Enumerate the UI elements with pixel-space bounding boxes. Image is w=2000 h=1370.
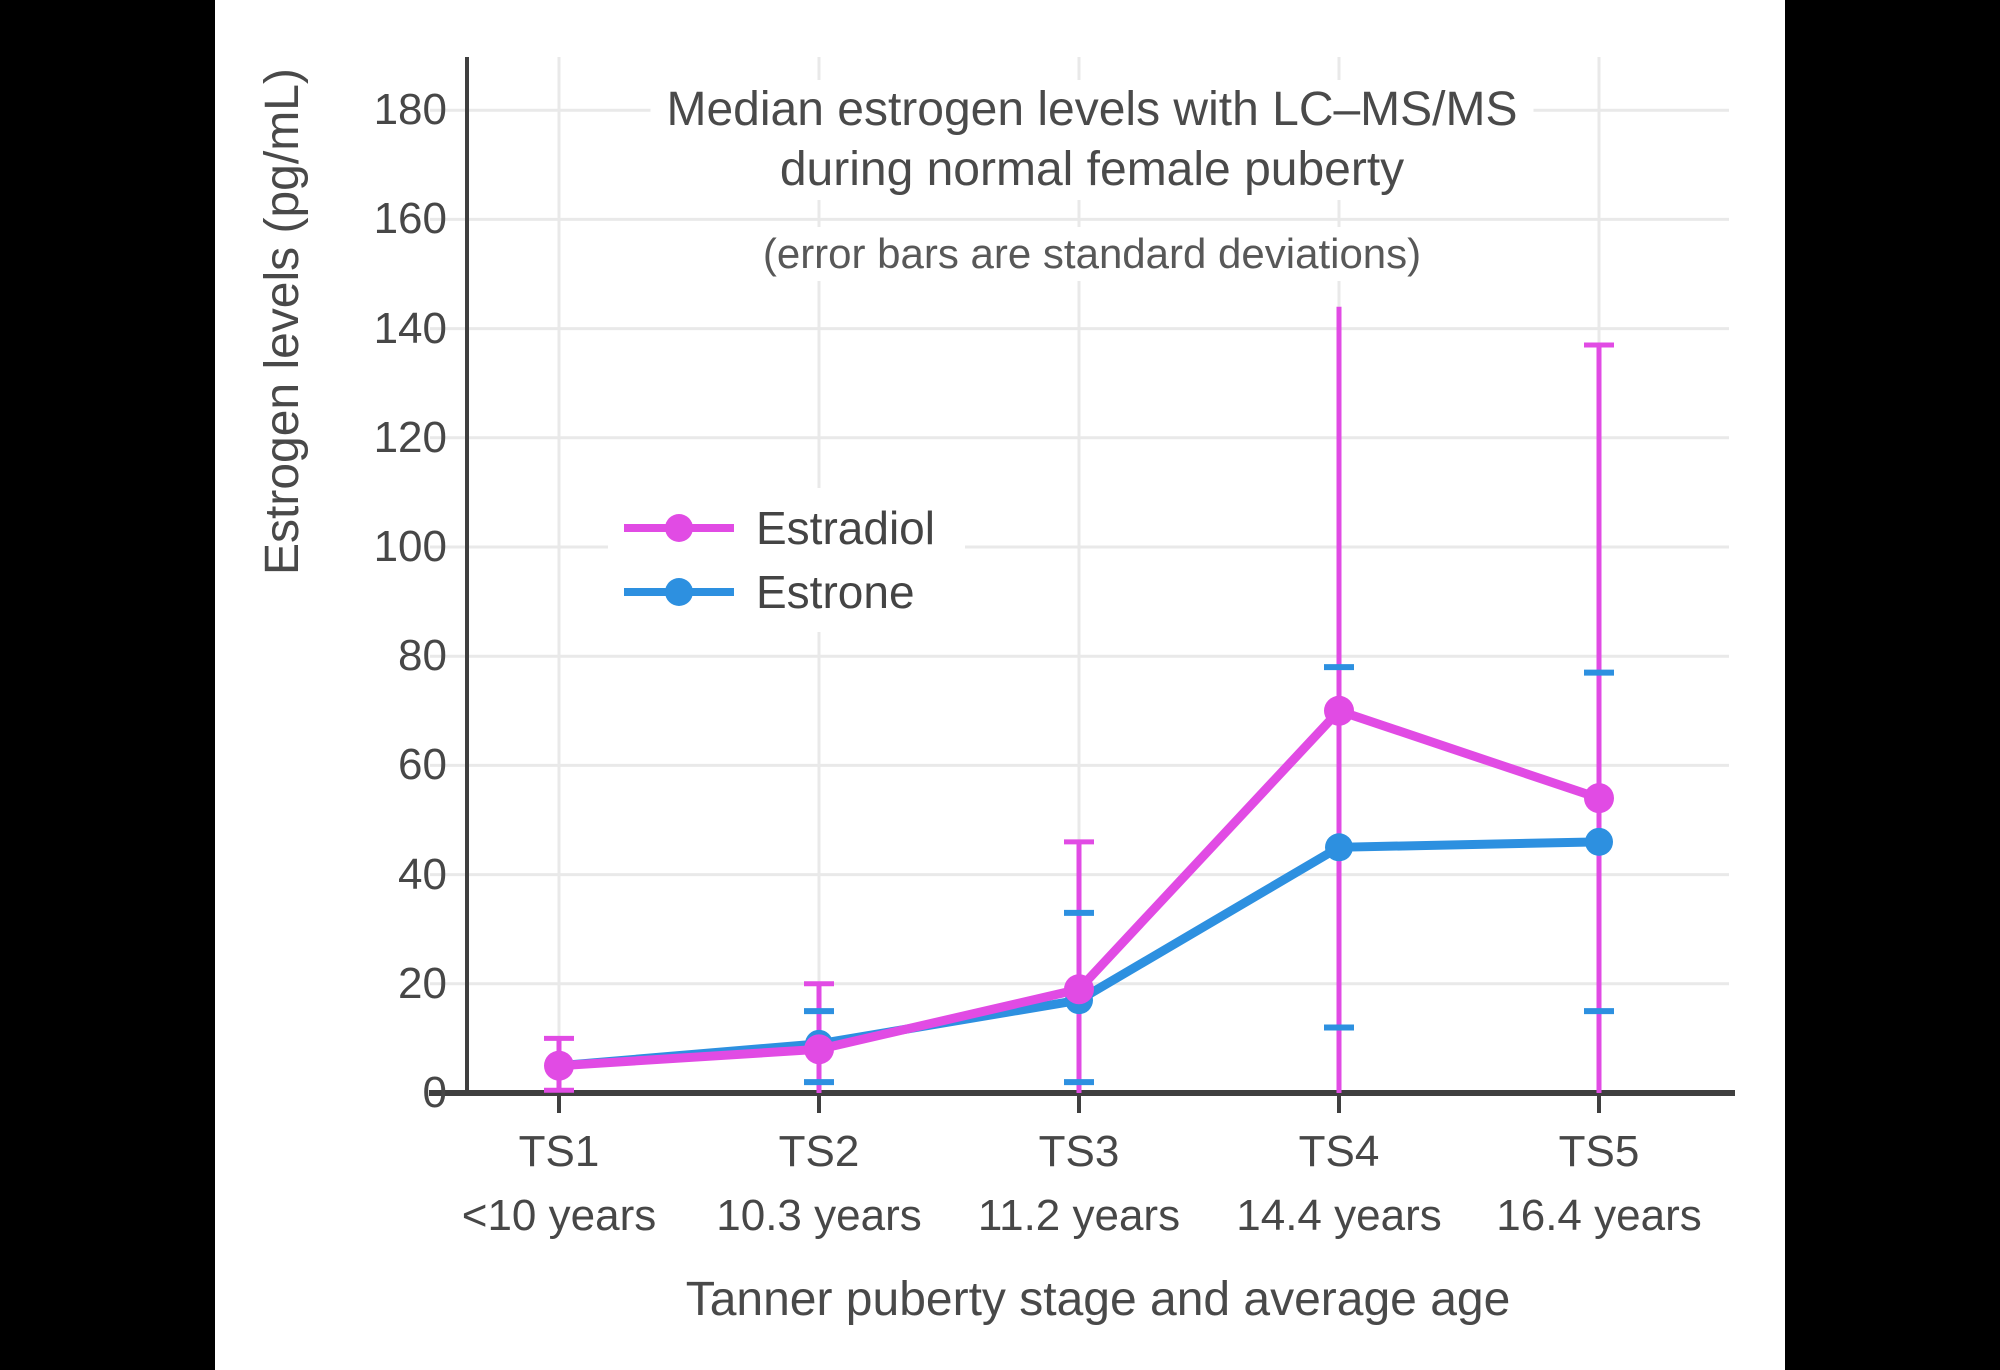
x-age-label-ts2: 10.3 years xyxy=(716,1191,922,1240)
estradiol-point-ts3 xyxy=(1064,974,1094,1005)
y-tick-label-180: 180 xyxy=(373,85,447,135)
x-category-label-ts5: TS5 xyxy=(1558,1127,1640,1176)
legend-item-estradiol: Estradiol xyxy=(624,496,935,560)
y-tick-label-120: 120 xyxy=(373,412,447,462)
estradiol-point-ts4 xyxy=(1324,695,1354,726)
x-axis-title: Tanner puberty stage and average age xyxy=(685,1273,1511,1326)
x-age-label-ts4: 14.4 years xyxy=(1236,1191,1442,1240)
x-age-label-ts1: <10 years xyxy=(461,1191,657,1240)
left-black-bar xyxy=(0,0,215,1370)
estradiol-point-ts5 xyxy=(1584,783,1614,814)
chart-title-line2: during normal female puberty xyxy=(763,140,1421,200)
chart-subtitle: (error bars are standard deviations) xyxy=(746,227,1438,281)
legend-item-estrone: Estrone xyxy=(624,560,935,624)
y-tick-label-140: 140 xyxy=(373,303,447,353)
legend-label-estradiol: Estradiol xyxy=(756,502,935,554)
legend: Estradiol Estrone xyxy=(608,488,965,632)
y-tick-label-100: 100 xyxy=(373,522,447,571)
y-tick-label-20: 20 xyxy=(398,958,447,1008)
x-category-label-ts4: TS4 xyxy=(1298,1127,1380,1176)
legend-label-estrone: Estrone xyxy=(756,566,915,618)
estradiol-line-marker-icon xyxy=(624,513,734,543)
y-tick-label-0: 0 xyxy=(422,1068,447,1117)
x-category-label-ts3: TS3 xyxy=(1038,1127,1120,1176)
y-tick-label-80: 80 xyxy=(398,631,447,681)
x-age-label-ts3: 11.2 years xyxy=(977,1191,1181,1240)
x-category-label-ts2: TS2 xyxy=(778,1127,860,1176)
estrone-line-marker-icon xyxy=(624,577,734,607)
y-tick-label-40: 40 xyxy=(398,849,447,899)
estrone-point-ts4 xyxy=(1325,833,1353,862)
estradiol-point-ts2 xyxy=(804,1034,834,1065)
estradiol-point-ts1 xyxy=(544,1050,574,1081)
y-tick-label-60: 60 xyxy=(398,740,447,790)
right-black-bar xyxy=(1785,0,2000,1370)
y-tick-label-160: 160 xyxy=(373,194,447,244)
x-age-label-ts5: 16.4 years xyxy=(1496,1191,1702,1240)
x-category-label-ts1: TS1 xyxy=(518,1127,600,1176)
estrone-point-ts5 xyxy=(1585,827,1613,856)
chart-title-line1: Median estrogen levels with LC–MS/MS xyxy=(650,80,1534,140)
